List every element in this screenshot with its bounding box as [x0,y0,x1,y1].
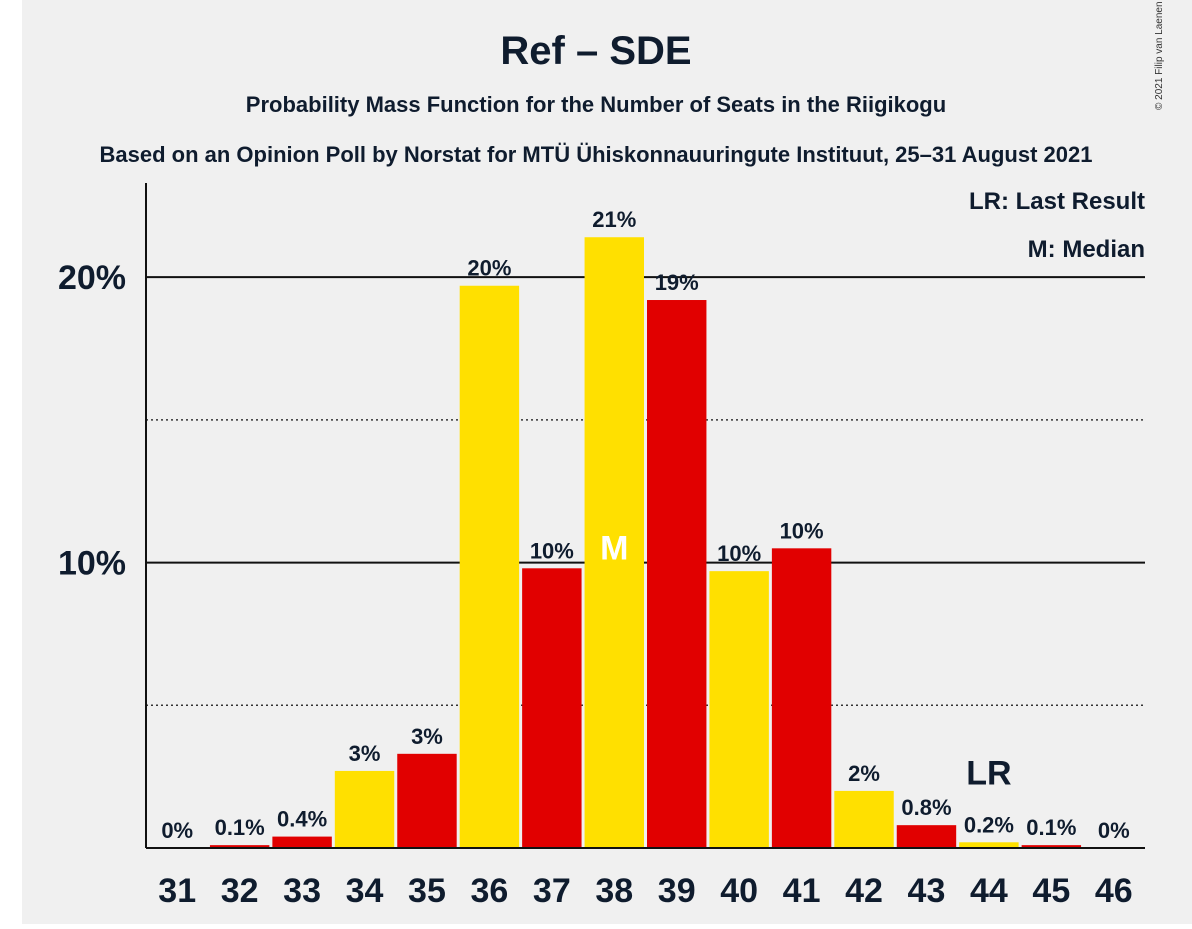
chart-source: Based on an Opinion Poll by Norstat for … [100,142,1093,167]
bar-value-label: 2% [848,761,880,786]
chart-title: Ref – SDE [500,29,691,73]
y-tick-label: 10% [58,545,126,583]
x-tick-label: 45 [1032,872,1070,910]
bar-44 [959,842,1019,848]
bar-value-label: 10% [530,538,574,563]
bar-value-label: 20% [467,256,511,281]
x-tick-label: 42 [845,872,883,910]
bar-value-label: 19% [655,270,699,295]
median-marker: M [600,530,628,568]
x-tick-label: 31 [158,872,196,910]
x-tick-label: 33 [283,872,321,910]
x-tick-label: 44 [970,872,1008,910]
bar-value-label: 3% [349,741,381,766]
bar-39 [647,300,707,848]
bar-value-label: 3% [411,724,443,749]
x-tick-label: 38 [595,872,633,910]
bar-41 [771,548,832,848]
x-tick-label: 39 [658,872,696,910]
legend-median: M: Median [1028,236,1145,263]
bar-value-label: 0.1% [215,815,265,840]
bar-45 [1021,845,1082,848]
bar-38 [584,237,644,848]
bar-value-label: 0.1% [1026,815,1076,840]
x-tick-label: 46 [1095,872,1133,910]
bar-34 [334,770,395,848]
axes: 10% 20% 31 32 33 34 35 36 37 38 39 40 41 42 43 44 45 46 [58,183,1145,910]
gridlines [146,276,1145,707]
bar-32 [209,845,270,848]
x-tick-label: 32 [221,872,259,910]
bars: 0% 0.1% 0.4% 3% 3% 20% 10% 21% M 19% 10% 10% 2% 0.8% 0… [161,207,1130,848]
bar-value-label: 10% [780,518,824,543]
bar-40 [709,571,769,848]
bar-43 [896,825,957,848]
bar-35 [397,753,457,848]
bar-37 [522,568,582,848]
bar-value-label: 21% [592,207,636,232]
legend-last-result: LR: Last Result [969,188,1145,215]
bar-value-label: 0.4% [277,807,327,832]
x-tick-label: 40 [720,872,758,910]
x-tick-label: 43 [908,872,946,910]
x-tick-label: 37 [533,872,571,910]
bar-36 [459,285,520,848]
bar-value-label: 0% [161,818,193,843]
y-tick-label: 20% [58,259,126,297]
bar-value-label: 10% [717,541,761,566]
copyright-notice: © 2021 Filip van Laenen [1154,1,1165,110]
labels: Ref – SDE Probability Mass Function for … [100,1,1165,263]
x-tick-label: 35 [408,872,446,910]
bar-42 [834,790,894,848]
x-tick-label: 41 [783,872,821,910]
bar-value-label: 0.2% [964,812,1014,837]
bar-value-label: 0.8% [901,795,951,820]
bar-33 [272,836,332,848]
bar-value-label: 0% [1098,818,1130,843]
last-result-marker: LR [966,754,1011,792]
x-tick-label: 36 [470,872,508,910]
x-tick-label: 34 [346,872,384,910]
chart-subtitle: Probability Mass Function for the Number… [246,92,946,117]
